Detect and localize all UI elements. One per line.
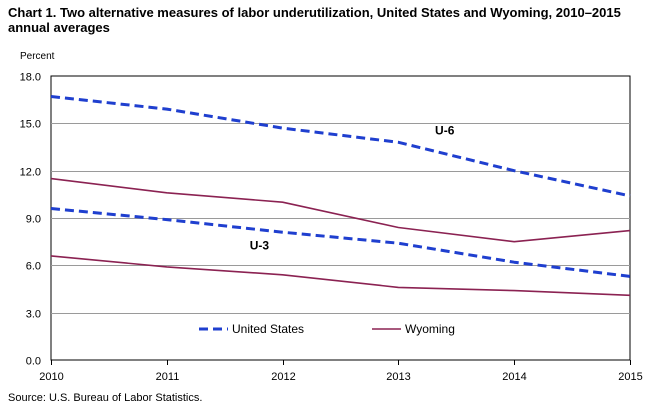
legend-label: Wyoming bbox=[405, 322, 455, 336]
tick-layer: 0.0 3.0 6.0 9.0 12.0 15.0 18.0 2010 2011 2012 2013… bbox=[20, 72, 643, 384]
legend: United States Wyoming bbox=[199, 322, 455, 336]
series-line-wyoming-u-6 bbox=[50, 177, 631, 243]
x-tick-label: 2012 bbox=[271, 371, 295, 383]
grid-layer bbox=[50, 75, 631, 361]
x-tick-label: 2015 bbox=[618, 371, 642, 383]
series-layer bbox=[50, 95, 631, 297]
y-tick-label: 15.0 bbox=[20, 119, 41, 131]
series-line-wyoming-u-3 bbox=[50, 255, 631, 297]
source-note: Source: U.S. Bureau of Labor Statistics. bbox=[8, 392, 203, 404]
x-tick-label: 2010 bbox=[39, 371, 63, 383]
chart-title: Chart 1. Two alternative measures of lab… bbox=[8, 5, 621, 35]
x-tick-label: 2014 bbox=[502, 371, 526, 383]
annotation-label: U-3 bbox=[250, 239, 270, 253]
y-tick-label: 9.0 bbox=[26, 214, 41, 226]
x-tick-label: 2011 bbox=[156, 371, 180, 383]
annotation-label: U-6 bbox=[435, 123, 455, 137]
x-tick-label: 2013 bbox=[386, 371, 410, 383]
y-axis-label: Percent bbox=[20, 51, 55, 62]
y-tick-label: 18.0 bbox=[20, 72, 41, 84]
annotation-layer: U-6 U-3 bbox=[250, 123, 455, 252]
y-tick-label: 12.0 bbox=[20, 167, 41, 179]
y-tick-label: 0.0 bbox=[26, 356, 41, 368]
y-tick-label: 6.0 bbox=[26, 261, 41, 273]
series-line-united-states-u-6 bbox=[50, 95, 631, 198]
legend-label: United States bbox=[232, 322, 304, 336]
y-tick-label: 3.0 bbox=[26, 309, 41, 321]
